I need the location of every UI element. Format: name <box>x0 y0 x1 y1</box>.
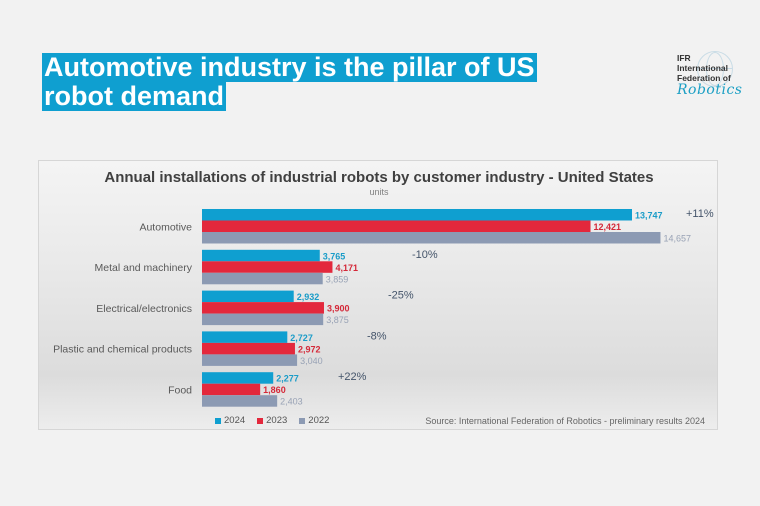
bar-2024 <box>202 290 294 303</box>
logo-line-2: International <box>677 63 729 73</box>
bar-chart: Automotive 13,747 12,421 14,657 +11% Metal an… <box>53 208 714 407</box>
bar-2024 <box>202 331 288 343</box>
data-label-2024: 3,765 <box>323 251 346 261</box>
data-label-2023: 2,972 <box>298 344 321 354</box>
legend-item-2022: 2022 <box>299 415 329 426</box>
chart-frame: Annual installations of industrial robot… <box>38 160 718 430</box>
category-label: Electrical/electronics <box>96 303 192 315</box>
legend-label-2022: 2022 <box>308 415 330 426</box>
globe-icon <box>697 51 733 87</box>
data-label-2023: 1,860 <box>263 385 286 395</box>
slide-title: Automotive industry is the pillar of US … <box>42 53 537 111</box>
bar-2023 <box>202 342 295 355</box>
data-label-2024: 2,727 <box>290 333 313 343</box>
category-label: Plastic and chemical products <box>53 344 192 356</box>
bar-2022 <box>202 395 278 407</box>
category-label: Food <box>168 384 192 396</box>
bar-2024 <box>202 249 320 262</box>
bar-2023 <box>202 302 324 314</box>
data-label-2023: 4,171 <box>335 263 358 273</box>
legend-swatch-2024 <box>215 417 221 424</box>
slide-title-line-2: robot demand <box>42 81 226 111</box>
chart-subtitle: units <box>369 187 389 197</box>
bar-2022 <box>202 313 324 326</box>
bar-2023 <box>202 261 333 273</box>
legend-item-2023: 2023 <box>257 415 287 426</box>
growth-annotation: -10% <box>412 249 438 261</box>
legend-item-2024: 2024 <box>215 415 245 426</box>
data-label-2023: 3,900 <box>327 304 350 314</box>
legend-label-2024: 2024 <box>224 415 246 426</box>
data-label-2024: 13,747 <box>635 211 663 221</box>
logo-line-3: Federation of <box>677 73 731 83</box>
data-label-2022: 3,040 <box>300 356 323 366</box>
ifr-logo: IFR International Federation of Robotics <box>677 51 757 103</box>
category-label: Automotive <box>139 221 192 233</box>
data-label-2022: 2,403 <box>280 397 303 407</box>
bar-2022 <box>202 272 323 285</box>
slide-title-line-1: Automotive industry is the pillar of US <box>42 52 537 82</box>
bar-2024 <box>202 209 632 221</box>
data-label-2022: 14,657 <box>663 234 691 244</box>
data-label-2024: 2,277 <box>276 374 299 384</box>
data-label-2024: 2,932 <box>297 292 320 302</box>
growth-annotation: +11% <box>686 208 714 220</box>
bar-2022 <box>202 354 298 366</box>
growth-annotation: -8% <box>367 330 387 342</box>
bar-2024 <box>202 372 274 384</box>
growth-annotation: -25% <box>388 290 414 302</box>
chart-source: Source: International Federation of Robo… <box>425 416 705 426</box>
legend-swatch-2022 <box>299 417 306 424</box>
chart-title: Annual installations of industrial robot… <box>104 169 654 186</box>
data-label-2022: 3,875 <box>326 315 349 325</box>
legend-label-2023: 2023 <box>266 415 288 426</box>
chart-legend: 2024 2023 2022 <box>215 415 329 426</box>
bar-2023 <box>202 220 591 232</box>
category-label: Metal and machinery <box>95 262 193 274</box>
growth-annotation: +22% <box>338 371 367 383</box>
data-label-2023: 12,421 <box>594 222 622 232</box>
logo-script: Robotics <box>677 82 743 98</box>
data-label-2022: 3,859 <box>326 274 349 284</box>
logo-line-1: IFR <box>677 53 691 63</box>
bar-2022 <box>202 232 661 244</box>
bar-2023 <box>202 383 261 396</box>
legend-swatch-2023 <box>257 417 264 424</box>
